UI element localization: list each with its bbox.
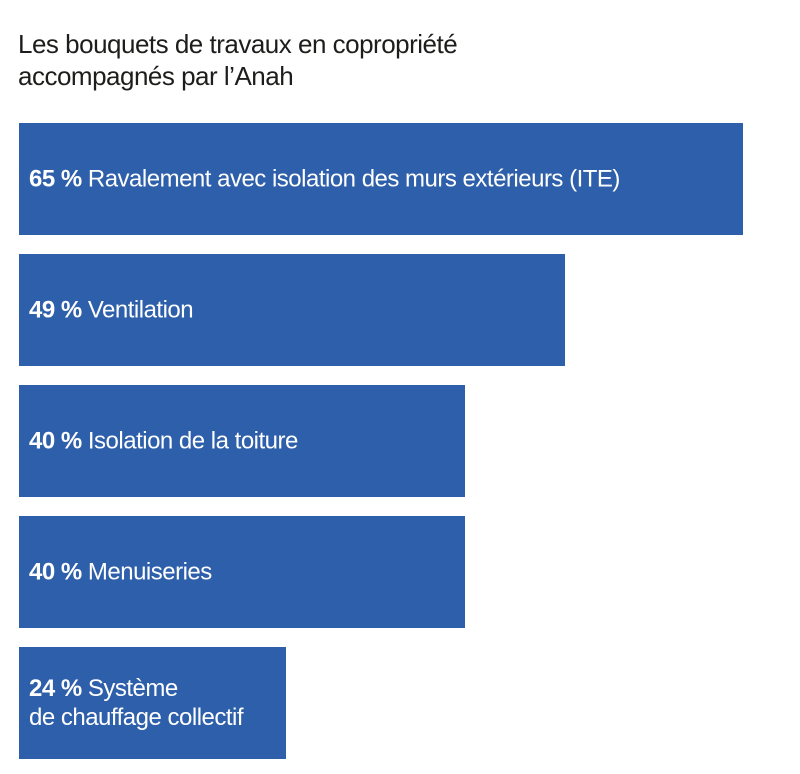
bar-category-label: Ventilation — [87, 296, 194, 324]
bar-4: 40 % Menuiseries — [19, 516, 465, 628]
bar-value-label: 65 % — [29, 165, 82, 193]
bar-5: 24 % Système de chauffage collectif — [19, 647, 286, 759]
bar-1: 65 % Ravalement avec isolation des murs … — [19, 123, 743, 235]
bar-3: 40 % Isolation de la toiture — [19, 385, 465, 497]
bar-value-label: 40 % — [29, 558, 82, 586]
chart-title-line-1: Les bouquets de travaux en copropriété — [18, 29, 458, 59]
bar-category-label: Isolation de la toiture — [87, 427, 298, 455]
bar-label: 40 % Isolation de la toiture — [29, 427, 298, 456]
bar-2: 49 % Ventilation — [19, 254, 565, 366]
bar-label: 65 % Ravalement avec isolation des murs … — [29, 165, 620, 194]
bar-value-label: 40 % — [29, 427, 82, 455]
bar-label: 49 % Ventilation — [29, 296, 194, 325]
bar-label-line: 65 % Ravalement avec isolation des murs … — [29, 165, 620, 194]
bar-category-label: Système — [87, 675, 178, 702]
bar-value-label: 49 % — [29, 296, 82, 324]
bar-label-line: 24 % Système — [29, 674, 243, 703]
bar-value-label: 24 % — [29, 675, 82, 702]
bar-label-line: 40 % Menuiseries — [29, 558, 212, 587]
bar-label: 24 % Système de chauffage collectif — [29, 674, 244, 732]
bar-label-line: de chauffage collectif — [29, 703, 244, 732]
bar-category-label: Menuiseries — [87, 558, 212, 586]
bar-label: 40 % Menuiseries — [29, 558, 212, 587]
bar-label-line: 40 % Isolation de la toiture — [29, 427, 298, 456]
chart-title: Les bouquets de travaux en copropriété a… — [18, 28, 718, 92]
chart-title-line-2: accompagnés par l’Anah — [18, 61, 294, 91]
bar-label-line: 49 % Ventilation — [29, 296, 194, 325]
bar-category-label: Ravalement avec isolation des murs extér… — [87, 165, 621, 193]
bar-category-label: de chauffage collectif — [29, 704, 244, 731]
